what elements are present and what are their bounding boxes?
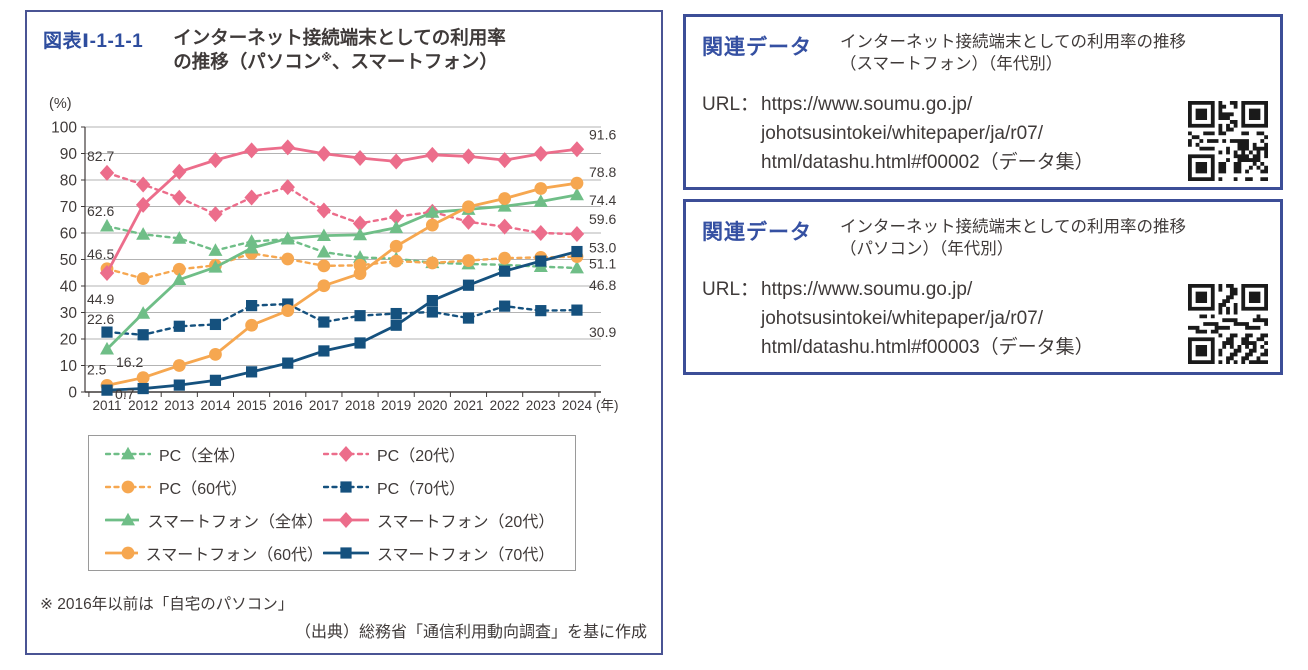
sp-70-marker-icon — [323, 546, 369, 559]
figure-title-line2: の推移（パソコン※、スマートフォン） — [173, 51, 498, 73]
svg-text:62.6: 62.6 — [87, 203, 114, 219]
svg-text:74.4: 74.4 — [589, 192, 616, 208]
svg-text:2021: 2021 — [453, 398, 483, 413]
sp-60-marker-icon — [105, 546, 138, 559]
svg-text:51.1: 51.1 — [589, 256, 616, 272]
svg-text:2022: 2022 — [490, 398, 520, 413]
svg-text:30: 30 — [60, 305, 78, 322]
svg-text:50: 50 — [60, 252, 78, 269]
svg-text:(%): (%) — [49, 96, 72, 112]
svg-text:(年): (年) — [596, 398, 619, 413]
svg-text:91.6: 91.6 — [589, 126, 616, 142]
related-data-url: URL： https://www.soumu.go.jp/ johotsusin… — [702, 275, 1264, 363]
pc-all-marker-icon — [105, 446, 151, 459]
svg-text:82.7: 82.7 — [87, 148, 114, 164]
related-data-title: インターネット接続端末としての利用率の推移 （パソコン）（年代別） — [840, 218, 1187, 259]
svg-text:30.9: 30.9 — [589, 324, 616, 340]
legend-item-sp-20: スマートフォン（20代） — [323, 508, 575, 532]
svg-text:0: 0 — [68, 385, 77, 402]
svg-text:90: 90 — [60, 146, 78, 163]
svg-text:0.7: 0.7 — [115, 386, 135, 402]
legend-item-pc-20: PC（20代） — [323, 442, 575, 466]
pc-60-marker-icon — [105, 480, 151, 493]
related-data-label: 関連データ — [702, 221, 812, 244]
svg-text:70: 70 — [60, 199, 78, 216]
related-data-url: URL： https://www.soumu.go.jp/ johotsusin… — [702, 90, 1264, 178]
url-text: https://www.soumu.go.jp/ johotsusintokei… — [761, 278, 1094, 359]
legend-item-pc-all: PC（全体） — [105, 442, 323, 466]
svg-text:2017: 2017 — [309, 398, 339, 413]
figure-source: （出典）総務省「通信利用動向調査」を基に作成 — [294, 624, 647, 641]
related-data-box-smartphone: 関連データ インターネット接続端末としての利用率の推移 （スマートフォン）（年代… — [683, 14, 1283, 190]
legend-item-pc-70: PC（70代） — [323, 475, 575, 499]
svg-text:46.8: 46.8 — [589, 277, 616, 293]
svg-text:80: 80 — [60, 173, 78, 190]
related-data-box-pc: 関連データ インターネット接続端末としての利用率の推移 （パソコン）（年代別） … — [683, 199, 1283, 375]
pc-20-marker-icon — [323, 445, 369, 462]
svg-text:2023: 2023 — [526, 398, 556, 413]
series-sp_70 — [101, 245, 583, 396]
series-sp_20 — [99, 139, 585, 282]
svg-text:60: 60 — [60, 226, 78, 243]
svg-text:44.9: 44.9 — [87, 291, 114, 307]
svg-text:2012: 2012 — [128, 398, 158, 413]
svg-text:46.5: 46.5 — [87, 246, 114, 262]
svg-text:10: 10 — [60, 358, 78, 375]
svg-text:2019: 2019 — [381, 398, 411, 413]
related-data-label: 関連データ — [702, 36, 812, 59]
related-data-header: 関連データ インターネット接続端末としての利用率の推移 （パソコン）（年代別） — [702, 216, 1264, 261]
svg-text:20: 20 — [60, 332, 78, 349]
figure-number: 図表Ⅰ-1-1-1 — [43, 31, 144, 52]
svg-text:40: 40 — [60, 279, 78, 296]
url-text: https://www.soumu.go.jp/ johotsusintokei… — [761, 93, 1094, 174]
sp-20-marker-icon — [323, 511, 369, 528]
legend-item-pc-60: PC（60代） — [105, 475, 323, 499]
svg-text:2024: 2024 — [562, 398, 593, 413]
svg-text:100: 100 — [51, 120, 77, 137]
legend-item-sp-70: スマートフォン（70代） — [323, 541, 575, 565]
sp-all-marker-icon — [105, 512, 140, 525]
qr-code-icon — [1188, 101, 1268, 181]
figure-footnote: ※ 2016年以前は「自宅のパソコン」 — [40, 596, 294, 613]
figure-title: インターネット接続端末としての利用率 の推移（パソコン※、スマートフォン） — [173, 26, 505, 74]
related-data-header: 関連データ インターネット接続端末としての利用率の推移 （スマートフォン）（年代… — [702, 31, 1264, 76]
svg-text:59.6: 59.6 — [589, 211, 616, 227]
figure-title-line1: インターネット接続端末としての利用率 — [173, 27, 506, 48]
svg-text:2014: 2014 — [200, 398, 231, 413]
figure-header: 図表Ⅰ-1-1-1 インターネット接続端末としての利用率 の推移（パソコン※、ス… — [43, 26, 506, 74]
footnote-marker: ※ — [321, 51, 332, 64]
pc-70-marker-icon — [323, 480, 369, 493]
svg-text:2020: 2020 — [417, 398, 447, 413]
svg-text:2011: 2011 — [92, 398, 121, 413]
qr-code-icon — [1188, 284, 1268, 364]
svg-text:53.0: 53.0 — [589, 240, 616, 256]
svg-text:16.2: 16.2 — [116, 354, 143, 370]
svg-text:2013: 2013 — [164, 398, 194, 413]
svg-text:2015: 2015 — [237, 398, 267, 413]
legend-item-sp-all: スマートフォン（全体） — [105, 508, 323, 532]
legend-item-sp-60: スマートフォン（60代） — [105, 541, 323, 565]
svg-text:22.6: 22.6 — [87, 311, 114, 327]
usage-line-chart: 0 10 20 30 40 50 60 70 80 90 100 (%) 2011 2012 2013 201… — [49, 96, 619, 413]
svg-text:2018: 2018 — [345, 398, 375, 413]
svg-text:2.5: 2.5 — [87, 361, 107, 377]
chart-legend: PC（全体） PC（20代） PC（60代） PC（70代） スマートフォン（全… — [88, 435, 576, 571]
svg-text:2016: 2016 — [273, 398, 303, 413]
svg-text:78.8: 78.8 — [589, 164, 616, 180]
figure-box: 0 10 20 30 40 50 60 70 80 90 100 (%) 2011 2012 2013 201… — [25, 10, 663, 655]
series-pc_70 — [101, 298, 583, 341]
related-data-title: インターネット接続端末としての利用率の推移 （スマートフォン）（年代別） — [840, 33, 1187, 74]
